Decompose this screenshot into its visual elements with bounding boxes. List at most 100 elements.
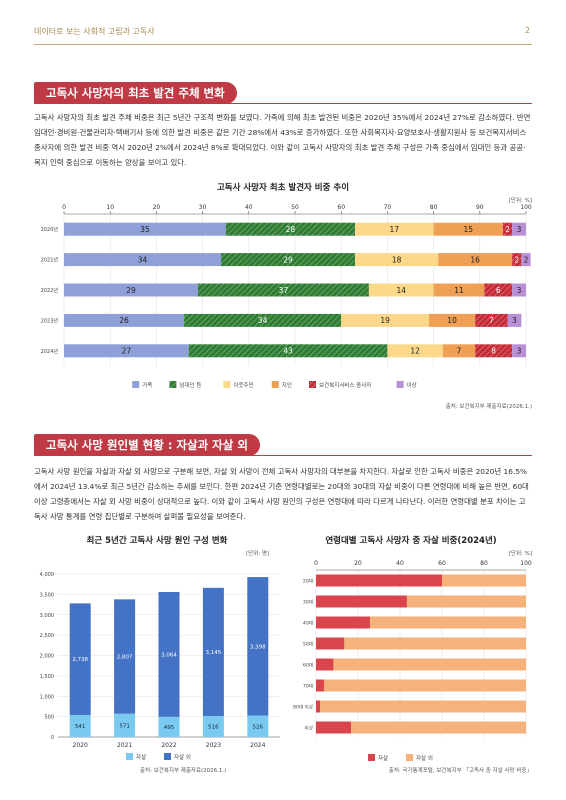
section2-underline bbox=[34, 455, 532, 456]
data-label: 28 bbox=[286, 225, 296, 234]
bar-segment bbox=[442, 574, 526, 587]
x-tick-label: 40 bbox=[245, 204, 253, 211]
y-tick-label: 3,000 bbox=[40, 613, 54, 619]
data-label: 19 bbox=[380, 316, 390, 325]
x-tick-label: 20 bbox=[354, 560, 362, 567]
bar-segment bbox=[502, 222, 513, 236]
column-segment bbox=[158, 716, 180, 737]
bar-segment bbox=[221, 253, 356, 267]
bar-segment bbox=[351, 721, 526, 734]
category-label: 2023년 bbox=[41, 317, 59, 324]
category-label: 2022 bbox=[161, 742, 176, 749]
category-label: 20대 bbox=[303, 578, 313, 585]
data-label: 3 bbox=[517, 347, 522, 356]
x-tick-label: 70 bbox=[384, 204, 392, 211]
bar-segment bbox=[316, 574, 442, 587]
data-label: 7 bbox=[489, 316, 494, 325]
column-segment bbox=[202, 587, 224, 716]
category-label: 2021 bbox=[117, 742, 132, 749]
bar-segment bbox=[316, 679, 324, 692]
bar-segment bbox=[316, 658, 334, 671]
bar-segment bbox=[64, 222, 226, 236]
x-tick-label: 60 bbox=[337, 204, 345, 211]
data-label: 14 bbox=[396, 286, 406, 295]
bar-segment bbox=[64, 344, 189, 358]
bar-segment bbox=[355, 222, 434, 236]
chart1-source: 출처: 보건복지부 제출자료(2026.1.) bbox=[445, 404, 532, 410]
category-label: 70대 bbox=[303, 683, 313, 690]
chart3-stacked-bar-chart: 02040608010020대60.030대43.340대25.750대13.5… bbox=[293, 560, 532, 762]
chart3-title: 연령대별 고독사 사망자 중 자살 비중(2024년) bbox=[325, 536, 497, 546]
category-label: 2021년 bbox=[41, 257, 59, 264]
bar-segment bbox=[355, 253, 439, 267]
x-tick-label: 90 bbox=[476, 204, 484, 211]
data-label: 37 bbox=[279, 286, 289, 295]
bar-segment bbox=[433, 283, 485, 297]
bar-segment bbox=[225, 222, 356, 236]
legend-label: 자살 외 bbox=[416, 754, 433, 762]
bar-segment bbox=[512, 283, 526, 297]
column-segment bbox=[158, 591, 180, 717]
bar-segment bbox=[438, 253, 513, 267]
legend-swatch bbox=[132, 381, 140, 388]
bar-segment bbox=[507, 313, 522, 327]
legend-swatch bbox=[309, 381, 316, 388]
bar-segment bbox=[64, 253, 222, 267]
bar-segment bbox=[64, 313, 185, 327]
legend-label: 임대인 등 bbox=[179, 381, 201, 389]
column-segment bbox=[247, 715, 269, 737]
data-label: 10 bbox=[447, 316, 457, 325]
y-tick-label: 1,500 bbox=[40, 674, 54, 680]
bar-segment bbox=[323, 679, 526, 692]
bar-segment bbox=[341, 313, 429, 327]
bar-segment bbox=[316, 637, 345, 650]
bar-segment bbox=[521, 253, 531, 267]
data-label: 15 bbox=[463, 225, 473, 234]
category-label: 40대 bbox=[303, 620, 313, 627]
data-label: 7 bbox=[457, 347, 462, 356]
data-label: 26 bbox=[119, 316, 129, 325]
legend-label: 이상 bbox=[407, 381, 417, 389]
section2-paragraph: 고독사 사망 원인을 자살과 자살 외 사망으로 구분해 보면, 자살 외 사망… bbox=[34, 467, 529, 521]
bar-segment bbox=[368, 283, 434, 297]
data-label: 35 bbox=[140, 225, 150, 234]
chart1-title: 고독사 사망자 최초 발견자 비중 추이 bbox=[216, 183, 350, 193]
y-tick-label: 2,000 bbox=[40, 654, 54, 660]
data-label: 2 bbox=[514, 255, 519, 264]
legend-swatch bbox=[396, 381, 404, 388]
y-tick-label: 4,000 bbox=[40, 572, 54, 578]
bar-segment bbox=[369, 616, 526, 629]
chart2-title: 최근 5년간 고독사 사망 원인 구성 변화 bbox=[86, 536, 228, 546]
chart2-source: 출처: 보건복지부 제출자료(2026.1.) bbox=[140, 768, 227, 774]
data-label: 11 bbox=[454, 286, 464, 295]
header-divider bbox=[34, 44, 532, 45]
y-tick-label: 2,500 bbox=[40, 633, 54, 639]
x-tick-label: 80 bbox=[480, 560, 488, 567]
data-label: 541 bbox=[75, 724, 86, 730]
x-tick-label: 10 bbox=[106, 204, 114, 211]
category-label: 2024년 bbox=[41, 348, 59, 355]
bar-segment bbox=[475, 344, 513, 358]
bar-segment bbox=[512, 253, 522, 267]
legend-label: 가족 bbox=[142, 381, 152, 389]
data-label: 17 bbox=[390, 225, 400, 234]
data-label: 495 bbox=[164, 725, 175, 731]
category-label: 2020 bbox=[73, 742, 88, 749]
data-label: 18 bbox=[392, 255, 402, 264]
category-label: 30대 bbox=[303, 599, 313, 606]
legend-swatch bbox=[368, 754, 375, 761]
column-segment bbox=[114, 599, 136, 714]
legend-swatch bbox=[271, 381, 279, 388]
data-label: 3,145 bbox=[206, 650, 222, 656]
column-segment bbox=[202, 715, 224, 737]
legend-swatch bbox=[169, 381, 177, 388]
data-label: 43 bbox=[283, 347, 293, 356]
x-tick-label: 40 bbox=[396, 560, 404, 567]
chart2-unit: [단위: 명] bbox=[246, 551, 270, 557]
chart1-unit: [단위: %] bbox=[508, 198, 532, 204]
data-label: 12 bbox=[410, 347, 420, 356]
data-label: 3 bbox=[517, 225, 522, 234]
data-label: 34 bbox=[138, 255, 148, 264]
data-label: 2,807 bbox=[117, 655, 133, 661]
data-label: 3 bbox=[517, 286, 522, 295]
